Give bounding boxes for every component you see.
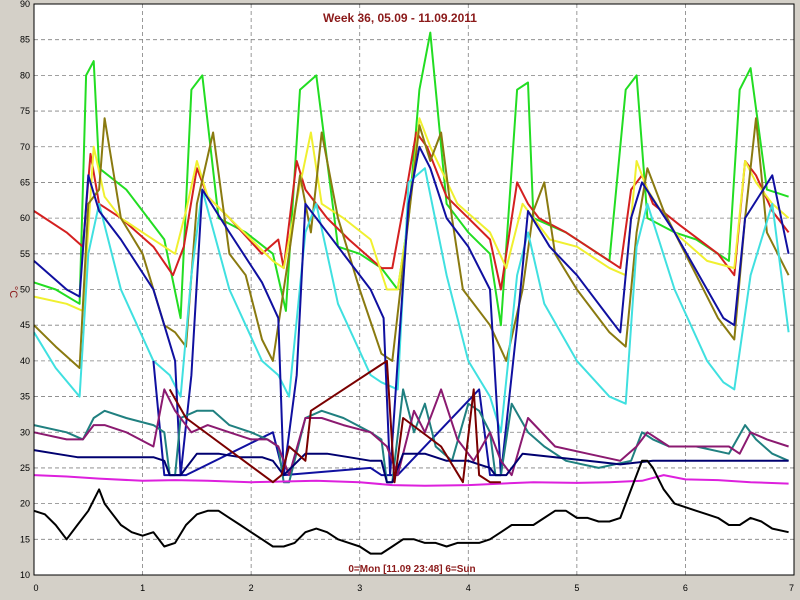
x-axis-label: 0=Mon [11.09 23:48] 6=Sun — [348, 564, 475, 575]
y-tick-label: 30 — [20, 427, 30, 437]
y-tick-label: 75 — [20, 106, 30, 116]
chart-title: Week 36, 05.09 - 11.09.2011 — [323, 11, 477, 25]
y-tick-label: 50 — [20, 285, 30, 295]
y-tick-label: 85 — [20, 35, 30, 45]
series-layer — [33, 31, 790, 555]
series-line-1 — [33, 131, 790, 291]
x-tick-label: 2 — [249, 583, 254, 593]
y-tick-label: 55 — [20, 249, 30, 259]
series-line-0 — [33, 31, 789, 327]
series-line-3 — [33, 117, 790, 369]
x-tick-label: 4 — [466, 583, 471, 593]
series-line-8 — [33, 388, 789, 477]
plot-border — [33, 3, 795, 576]
y-tick-label: 10 — [20, 570, 30, 580]
x-tick-label: 5 — [574, 583, 579, 593]
y-axis-label: °C — [7, 286, 19, 298]
y-tick-label: 15 — [20, 534, 30, 544]
y-tick-label: 20 — [20, 499, 30, 509]
x-tick-label: 7 — [789, 583, 794, 593]
y-tick-label: 90 — [20, 0, 30, 9]
x-tick-label: 0 — [33, 583, 38, 593]
series-line-12 — [168, 359, 501, 484]
series-line-11 — [33, 459, 789, 555]
series-line-5 — [33, 145, 790, 477]
series-line-9 — [33, 449, 789, 484]
y-tick-label: 40 — [20, 356, 30, 366]
y-tick-label: 65 — [20, 177, 30, 187]
y-tick-label: 25 — [20, 463, 30, 473]
y-tick-label: 80 — [20, 70, 30, 80]
x-tick-label: 1 — [140, 583, 145, 593]
y-tick-label: 45 — [20, 320, 30, 330]
y-tick-label: 35 — [20, 392, 30, 402]
x-tick-label: 6 — [683, 583, 688, 593]
x-tick-label: 3 — [357, 583, 362, 593]
y-tick-label: 60 — [20, 213, 30, 223]
y-tick-label: 70 — [20, 142, 30, 152]
series-line-10 — [33, 474, 789, 487]
